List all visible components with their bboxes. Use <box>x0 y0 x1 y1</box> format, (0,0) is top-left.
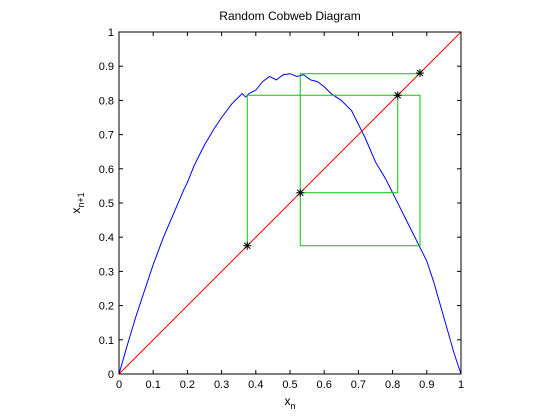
series-layer <box>118 31 462 375</box>
y-tick-label-6: 0.6 <box>99 164 114 176</box>
chart-title: Random Cobweb Diagram <box>219 9 360 23</box>
y-axis-label-base: x <box>69 208 83 214</box>
x-tick-label-4: 0.4 <box>248 379 263 391</box>
y-tick-label-10: 1 <box>108 27 114 39</box>
y-tick-label-1: 0.1 <box>99 335 114 347</box>
cobweb-point-3 <box>415 69 424 78</box>
y-tick-label-3: 0.3 <box>99 266 114 278</box>
ticks-layer: 0 0.1 0.2 0.3 0.4 0.5 0.6 0.7 0.8 0.9 1 0 0.1 0.2 0.3 0… <box>99 27 464 391</box>
x-tick-label-0: 0 <box>116 379 122 391</box>
identity-line-series-1 <box>118 31 462 375</box>
x-axis-label: xn <box>284 394 295 411</box>
x-tick-label-10: 1 <box>458 379 464 391</box>
cobweb-point-0 <box>243 241 252 250</box>
x-tick-label-3: 0.3 <box>214 379 229 391</box>
points-layer <box>243 69 424 250</box>
x-tick-label-7: 0.7 <box>351 379 366 391</box>
x-axis-label-base: x <box>284 394 290 408</box>
plot-area: 0 0.1 0.2 0.3 0.4 0.5 0.6 0.7 0.8 0.9 1 0 0.1 0.2 0.3 0… <box>99 27 464 391</box>
x-axis-label-subscript: n <box>290 401 295 411</box>
cobweb-series-2 <box>246 94 421 247</box>
y-tick-label-0: 0 <box>108 369 114 381</box>
y-tick-label-9: 0.9 <box>99 61 114 73</box>
x-tick-label-9: 0.9 <box>419 379 434 391</box>
y-tick-label-2: 0.2 <box>99 301 114 313</box>
y-tick-label-8: 0.8 <box>99 95 114 107</box>
y-axis-label: xn+1 <box>69 192 86 213</box>
x-tick-label-5: 0.5 <box>282 379 297 391</box>
cobweb-point-1 <box>296 188 305 197</box>
x-tick-label-1: 0.1 <box>146 379 161 391</box>
y-tick-label-7: 0.7 <box>99 130 114 142</box>
x-tick-label-6: 0.6 <box>317 379 332 391</box>
y-axis-label-subscript: n+1 <box>76 192 86 207</box>
y-tick-label-4: 0.4 <box>99 232 114 244</box>
map-curve-series-0 <box>118 73 462 375</box>
cobweb-point-2 <box>393 91 402 100</box>
y-tick-label-5: 0.5 <box>99 198 114 210</box>
x-tick-label-8: 0.8 <box>385 379 400 391</box>
x-tick-label-2: 0.2 <box>180 379 195 391</box>
